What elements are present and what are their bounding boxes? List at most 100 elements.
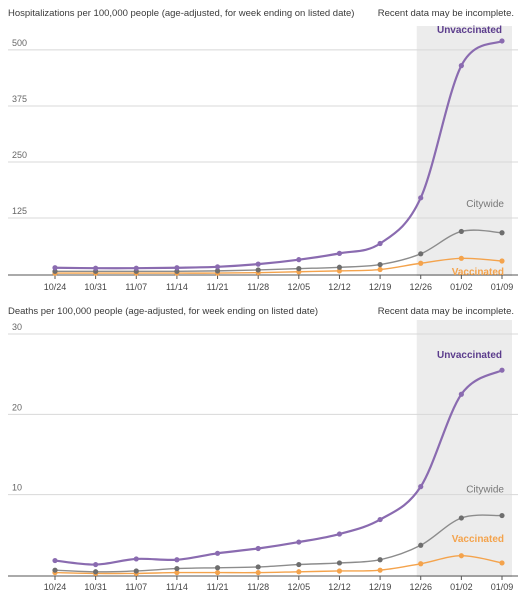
citywide-data-point [296, 561, 302, 568]
x-tick-label: 12/05 [288, 582, 311, 592]
unvaccinated-data-point [174, 557, 180, 563]
unvaccinated-data-point [377, 240, 383, 247]
y-tick-label: 20 [12, 402, 22, 412]
vaccinated-series-label: Vaccinated [452, 534, 504, 545]
citywide-data-point [458, 228, 464, 235]
citywide-series-label: Citywide [466, 485, 504, 496]
citywide-data-point [336, 560, 343, 566]
x-tick-label: 12/26 [409, 582, 432, 592]
unvaccinated-data-point [52, 557, 58, 564]
unvaccinated-data-point [255, 261, 261, 267]
unvaccinated-data-point [458, 63, 464, 69]
x-tick-label: 10/31 [84, 282, 107, 292]
x-tick-label: 12/12 [328, 582, 351, 592]
vaccinated-data-point [458, 255, 464, 261]
x-tick-label: 01/09 [491, 282, 514, 292]
vaccinated-data-point [296, 569, 302, 575]
unvaccinated-data-point [133, 556, 139, 562]
x-tick-label: 11/28 [247, 582, 269, 592]
citywide-data-point [336, 264, 343, 270]
unvaccinated-data-point [174, 265, 180, 271]
citywide-data-point [174, 565, 180, 572]
unvaccinated-data-point [133, 265, 139, 271]
citywide-data-point [377, 261, 383, 268]
x-tick-label: 12/05 [288, 282, 311, 292]
x-tick-label: 11/21 [207, 282, 229, 292]
unvaccinated-data-point [255, 545, 261, 552]
y-tick-label: 250 [12, 150, 27, 160]
citywide-series-label: Citywide [466, 199, 504, 210]
unvaccinated-data-point [93, 561, 99, 568]
y-tick-label: 30 [12, 322, 22, 332]
vaccinated-data-point [214, 569, 221, 576]
x-tick-label: 11/14 [166, 582, 188, 592]
unvaccinated-data-point [52, 265, 58, 271]
citywide-data-point [133, 568, 139, 574]
unvaccinated-data-point [296, 257, 302, 263]
x-tick-label: 12/19 [369, 282, 392, 292]
unvaccinated-data-point [336, 250, 343, 256]
x-tick-label: 11/07 [125, 282, 147, 292]
vaccinated-data-point [418, 561, 424, 567]
chart1-title: Hospitalizations per 100,000 people (age… [8, 8, 355, 19]
y-tick-label: 500 [12, 38, 27, 48]
unvaccinated-data-point [499, 367, 505, 373]
hospitalizations-chart: 125 250 375 500 10/24 10/31 11/07 11/14 11/21 11/… [8, 25, 518, 292]
unvaccinated-data-point [336, 531, 343, 537]
vaccinated-data-point [336, 268, 343, 274]
unvaccinated-data-point [418, 195, 424, 201]
vaccinated-data-point [336, 568, 343, 574]
citywide-data-point [93, 569, 99, 575]
deaths-chart: 10 20 30 10/24 10/31 11/07 11/14 11/21 11/28 12/0… [8, 320, 518, 592]
chart2-title: Deaths per 100,000 people (age-adjusted,… [8, 306, 319, 317]
x-tick-label: 11/14 [166, 282, 188, 292]
citywide-series-line [54, 514, 503, 573]
x-tick-label: 10/31 [84, 582, 107, 592]
x-tick-label: 11/21 [207, 582, 229, 592]
citywide-data-point [377, 557, 383, 563]
y-tick-label: 125 [12, 206, 27, 216]
citywide-data-point [458, 515, 464, 521]
citywide-data-point [255, 564, 261, 570]
citywide-data-point [52, 567, 58, 573]
chart2-note: Recent data may be incomplete. [377, 306, 514, 317]
unvaccinated-data-point [499, 38, 505, 44]
citywide-data-point [214, 565, 221, 571]
y-tick-label: 10 [12, 483, 22, 493]
x-tick-label: 10/24 [44, 582, 67, 592]
unvaccinated-data-point [418, 484, 424, 490]
vaccinated-data-point [174, 569, 180, 576]
citywide-data-point [296, 266, 302, 272]
incomplete-data-band [416, 26, 512, 276]
unvaccinated-data-point [214, 264, 221, 270]
unvaccinated-data-point [296, 539, 302, 545]
unvaccinated-data-point [458, 391, 464, 397]
citywide-data-point [499, 230, 505, 236]
unvaccinated-data-point [377, 516, 383, 523]
citywide-series-line [54, 229, 503, 273]
unvaccinated-data-point [214, 550, 221, 556]
x-tick-label: 01/09 [491, 582, 514, 592]
vaccinated-data-point [377, 266, 383, 273]
citywide-data-point [52, 268, 58, 274]
x-tick-label: 10/24 [44, 282, 67, 292]
x-tick-label: 12/26 [409, 282, 432, 292]
x-tick-label: 11/07 [125, 582, 147, 592]
vaccinated-series-line [55, 257, 503, 274]
vaccinated-data-point [499, 258, 505, 264]
x-tick-label: 01/02 [450, 282, 473, 292]
citywide-data-point [418, 251, 424, 257]
x-tick-label: 11/28 [247, 282, 269, 292]
citywide-data-point [174, 268, 180, 274]
vaccinated-data-point [499, 560, 505, 566]
incomplete-data-band [416, 320, 512, 577]
vaccinated-data-point [255, 569, 261, 576]
vaccinated-data-point [458, 553, 464, 559]
unvaccinated-series-label: Unvaccinated [437, 350, 502, 361]
citywide-data-point [499, 512, 505, 519]
vaccinated-data-point [418, 260, 424, 266]
citywide-data-point [418, 542, 424, 548]
x-tick-label: 12/19 [369, 582, 392, 592]
vaccinated-series-line [54, 555, 503, 575]
